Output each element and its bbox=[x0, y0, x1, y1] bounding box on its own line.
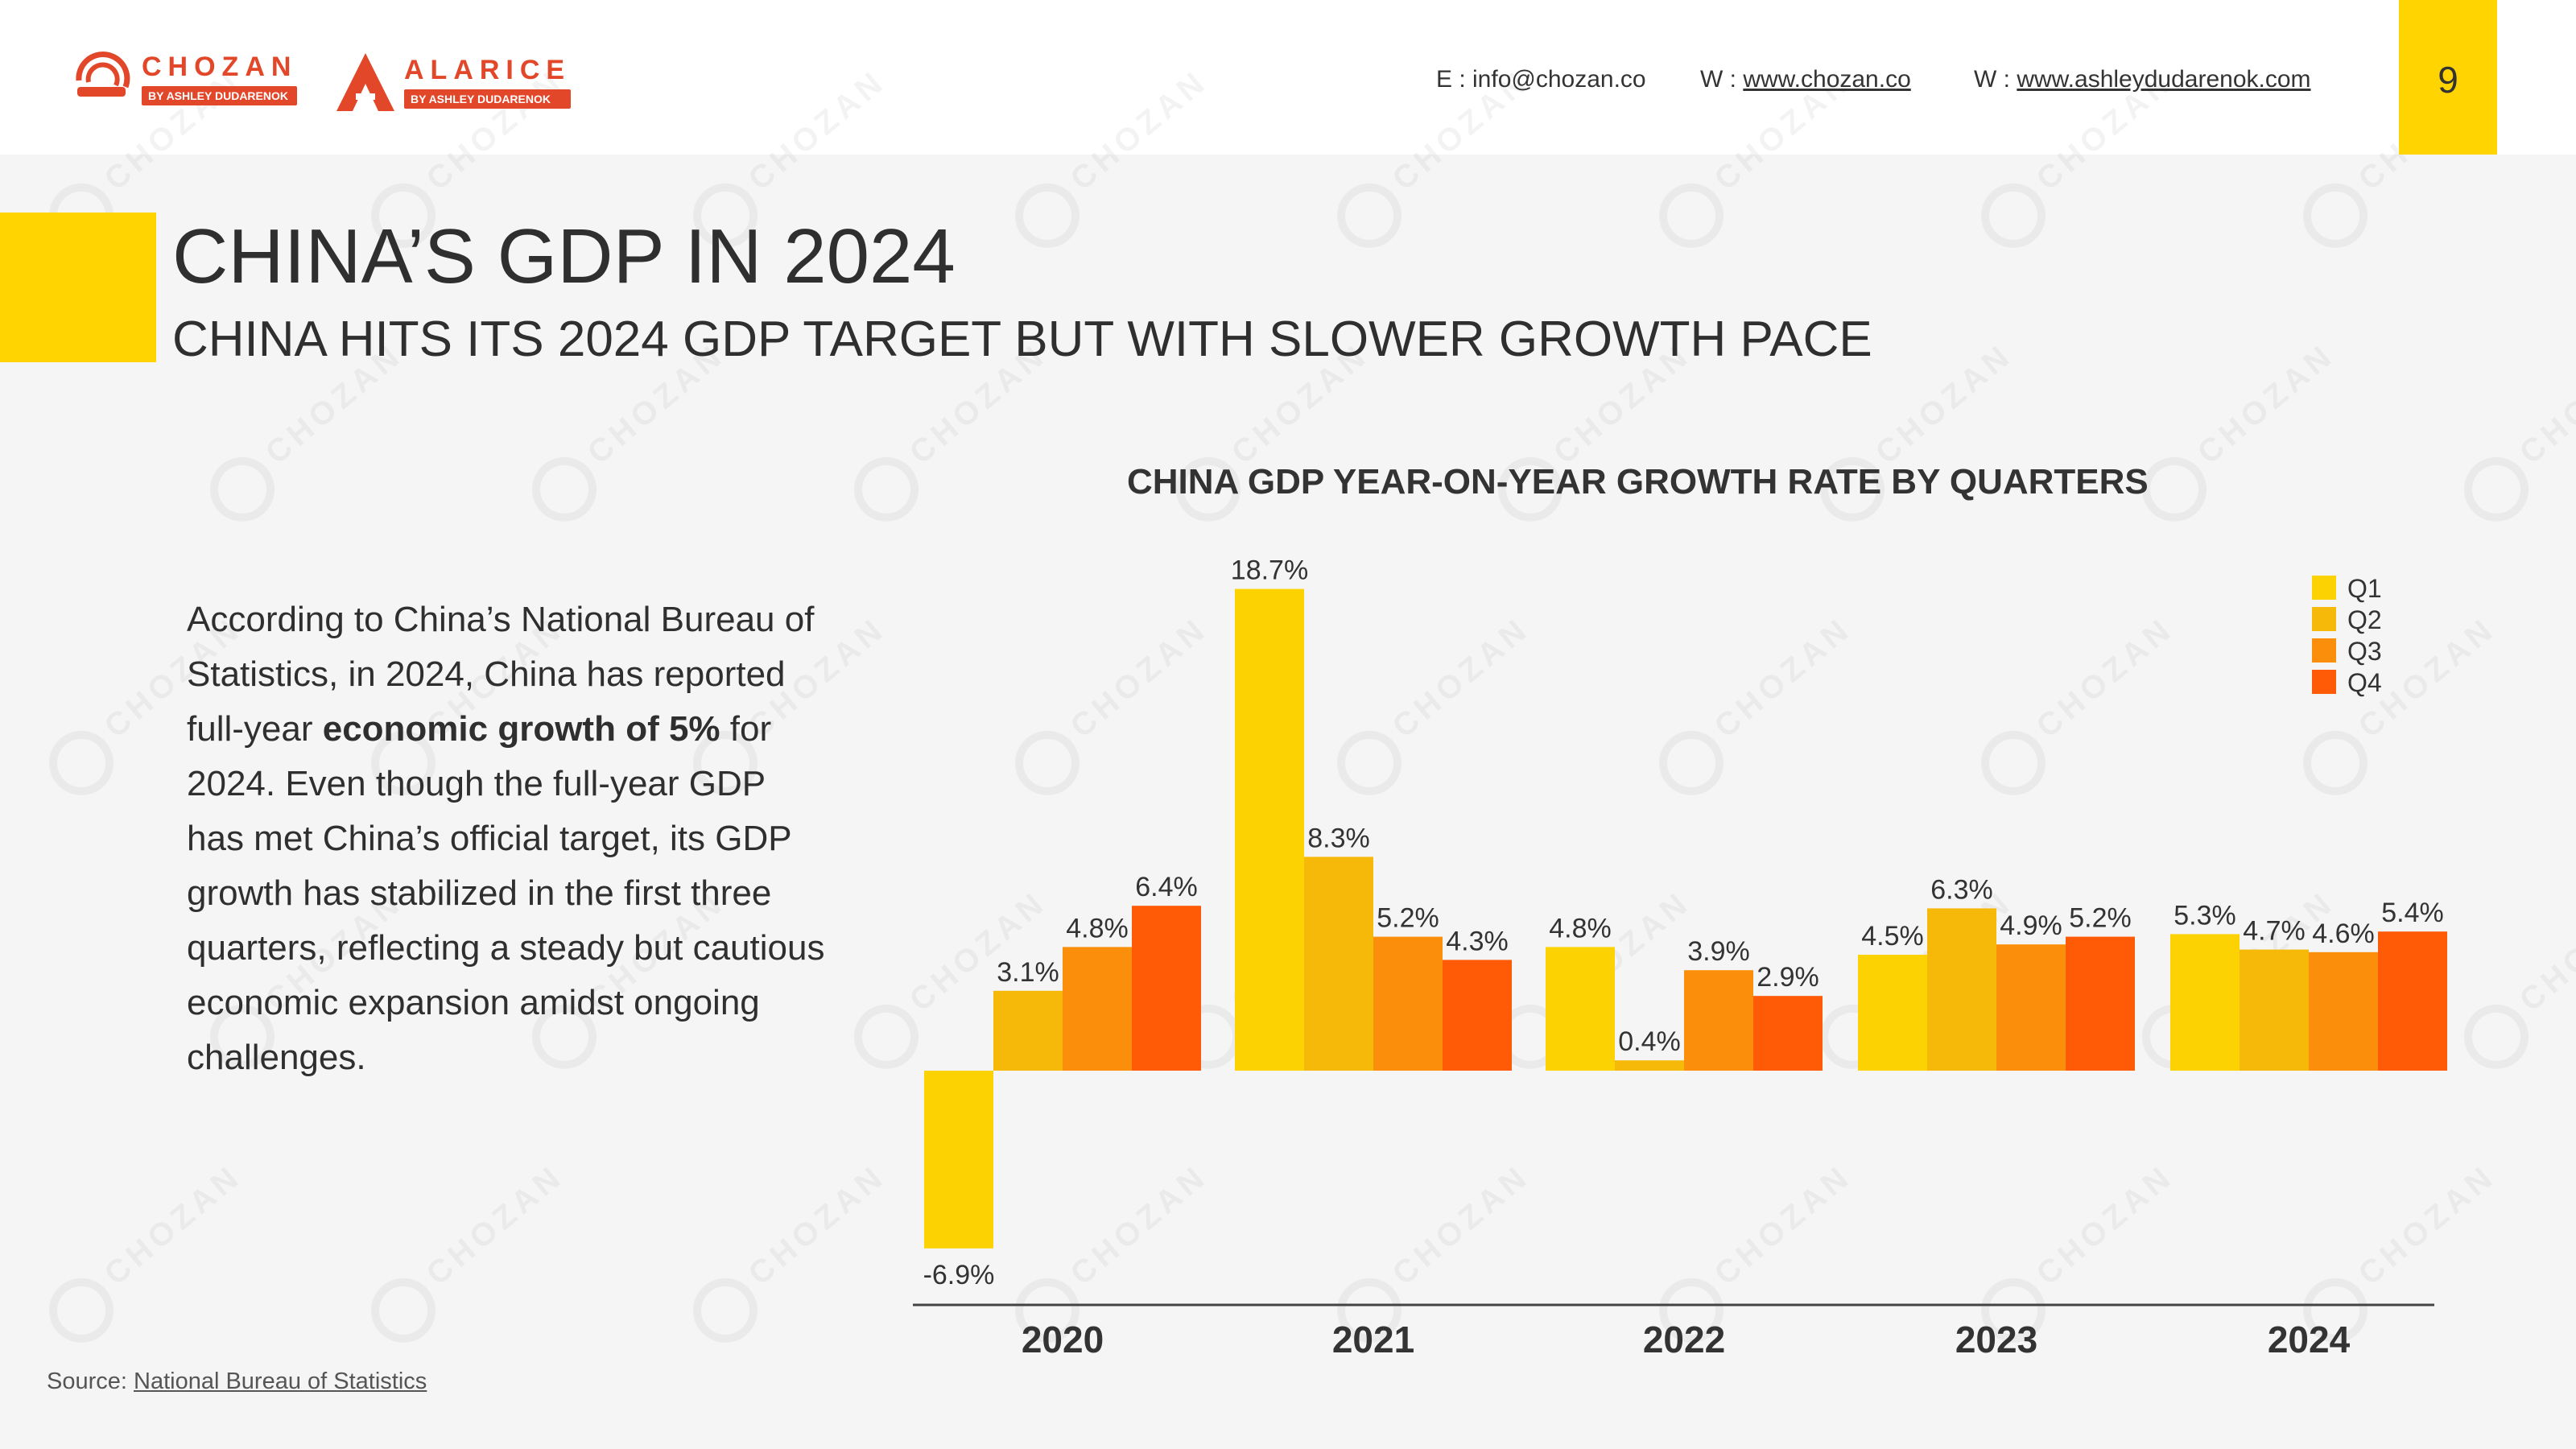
page-number: 9 bbox=[2438, 59, 2458, 101]
bar-2022-q4 bbox=[1753, 996, 1823, 1071]
legend-label-q4: Q4 bbox=[2347, 668, 2382, 697]
x-tick-label-2023: 2023 bbox=[1955, 1319, 2037, 1360]
title-accent-block bbox=[0, 213, 156, 362]
website-label-2: W : bbox=[1974, 66, 2017, 93]
legend-swatch-q4 bbox=[2312, 670, 2336, 694]
data-label-2020-q1: -6.9% bbox=[923, 1260, 995, 1290]
chozan-emblem-icon bbox=[76, 52, 130, 97]
data-label-2024-q3: 4.6% bbox=[2312, 919, 2375, 949]
body-text-emphasis: economic growth of 5% bbox=[322, 709, 720, 749]
data-label-2024-q4: 5.4% bbox=[2381, 898, 2444, 928]
bar-2022-q2 bbox=[1615, 1060, 1684, 1071]
legend-swatch-q3 bbox=[2312, 638, 2336, 663]
data-label-2024-q2: 4.7% bbox=[2243, 916, 2306, 947]
page-title: CHINA’S GDP IN 2024 bbox=[172, 213, 956, 299]
x-tick-label-2021: 2021 bbox=[1332, 1319, 1414, 1360]
body-text-part-2: for 2024. Even though the full-year GDP … bbox=[187, 709, 825, 1077]
data-label-2020-q2: 3.1% bbox=[997, 957, 1059, 988]
legend-label-q3: Q3 bbox=[2347, 637, 2382, 666]
data-label-2021-q3: 5.2% bbox=[1377, 903, 1439, 934]
body-text-part-1: According to China’s National Bureau of … bbox=[187, 600, 815, 749]
data-label-2023-q2: 6.3% bbox=[1930, 874, 1993, 905]
bar-2020-q4 bbox=[1132, 906, 1201, 1071]
legend-label-q2: Q2 bbox=[2347, 605, 2382, 634]
page-number-tab: 9 bbox=[2399, 0, 2497, 155]
chozan-wordmark: CHOZAN bbox=[142, 52, 298, 82]
data-label-2022-q4: 2.9% bbox=[1757, 962, 1819, 993]
data-label-2023-q1: 4.5% bbox=[1861, 921, 1924, 952]
data-label-2021-q2: 8.3% bbox=[1307, 823, 1370, 853]
legend-label-q1: Q1 bbox=[2347, 574, 2382, 603]
data-label-2024-q1: 5.3% bbox=[2174, 900, 2236, 931]
page-subtitle: CHINA HITS ITS 2024 GDP TARGET BUT WITH … bbox=[172, 312, 1872, 367]
alarice-emblem-icon bbox=[336, 53, 394, 111]
data-label-2022-q1: 4.8% bbox=[1549, 913, 1612, 943]
website-link-1[interactable]: www.chozan.co bbox=[1743, 66, 1911, 93]
x-tick-label-2024: 2024 bbox=[2268, 1319, 2351, 1360]
data-label-2020-q4: 6.4% bbox=[1135, 872, 1198, 902]
data-label-2021-q1: 18.7% bbox=[1231, 555, 1308, 586]
bar-2024-q1 bbox=[2170, 934, 2240, 1071]
website-label-1: W : bbox=[1700, 66, 1744, 93]
bar-2024-q2 bbox=[2240, 949, 2309, 1071]
body-paragraph: According to China’s National Bureau of … bbox=[187, 592, 831, 1085]
website-contact-1: W : www.chozan.co bbox=[1700, 66, 1911, 93]
chozan-byline: BY ASHLEY DUDARENOK bbox=[142, 86, 298, 105]
bar-2023-q2 bbox=[1927, 908, 1996, 1071]
alarice-logo[interactable]: ALARICE BY ASHLEY DUDARENOK bbox=[332, 48, 572, 116]
legend-swatch-q2 bbox=[2312, 607, 2336, 631]
x-tick-label-2022: 2022 bbox=[1643, 1319, 1725, 1360]
alarice-wordmark: ALARICE bbox=[404, 55, 572, 85]
website-contact-2: W : www.ashleydudarenok.com bbox=[1974, 66, 2311, 93]
legend-swatch-q1 bbox=[2312, 576, 2336, 600]
data-label-2023-q4: 5.2% bbox=[2069, 903, 2132, 934]
bar-2024-q4 bbox=[2378, 931, 2447, 1071]
source-label: Source: bbox=[47, 1368, 134, 1394]
bar-2023-q3 bbox=[1996, 944, 2066, 1071]
bar-2020-q1 bbox=[924, 1071, 993, 1249]
header: CHOZAN BY ASHLEY DUDARENOK ALARICE BY AS… bbox=[0, 0, 2576, 155]
bar-2020-q2 bbox=[993, 990, 1063, 1071]
bar-2021-q2 bbox=[1304, 857, 1373, 1071]
bar-2022-q3 bbox=[1684, 970, 1753, 1071]
bar-2020-q3 bbox=[1063, 947, 1132, 1071]
data-label-2020-q3: 4.8% bbox=[1066, 913, 1129, 943]
chozan-logo[interactable]: CHOZAN BY ASHLEY DUDARENOK bbox=[69, 45, 298, 113]
bar-2024-q3 bbox=[2309, 952, 2378, 1071]
source-note: Source: National Bureau of Statistics bbox=[47, 1368, 427, 1395]
bar-2022-q1 bbox=[1546, 947, 1615, 1071]
bar-2021-q3 bbox=[1373, 936, 1443, 1071]
alarice-byline: BY ASHLEY DUDARENOK bbox=[404, 89, 572, 109]
source-link[interactable]: National Bureau of Statistics bbox=[134, 1368, 427, 1394]
data-label-2023-q3: 4.9% bbox=[2000, 910, 2062, 941]
email-contact: E : info@chozan.co bbox=[1436, 66, 1646, 93]
bar-2023-q4 bbox=[2066, 936, 2135, 1071]
chart-title: CHINA GDP YEAR-ON-YEAR GROWTH RATE BY QU… bbox=[1127, 462, 2149, 502]
data-label-2021-q4: 4.3% bbox=[1446, 926, 1509, 956]
x-tick-label-2020: 2020 bbox=[1022, 1319, 1104, 1360]
bar-2021-q4 bbox=[1443, 960, 1512, 1071]
website-link-2[interactable]: www.ashleydudarenok.com bbox=[2017, 66, 2311, 93]
bar-2023-q1 bbox=[1858, 955, 1927, 1071]
data-label-2022-q2: 0.4% bbox=[1618, 1026, 1681, 1057]
data-label-2022-q3: 3.9% bbox=[1687, 936, 1750, 967]
bar-2021-q1 bbox=[1235, 588, 1304, 1071]
